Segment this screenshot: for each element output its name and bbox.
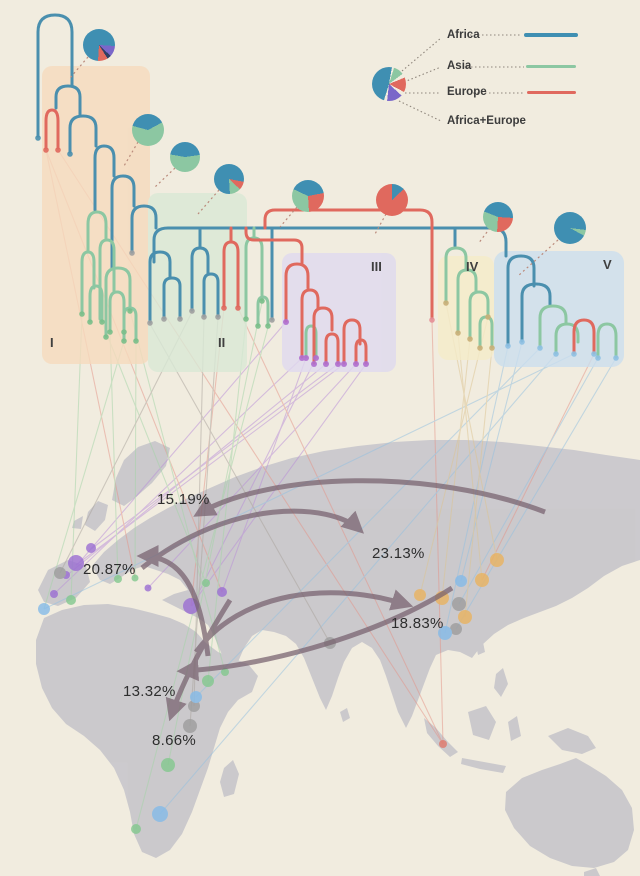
arrow-23-13 — [140, 508, 365, 570]
landmass-sumatra — [424, 718, 458, 757]
migration-pct-23-13: 23.13% — [372, 545, 425, 562]
landmass-srilanka — [340, 708, 350, 722]
lines-clade4-group — [419, 302, 498, 618]
clade-label-2: II — [218, 335, 226, 350]
clade-label-4: IV — [466, 259, 479, 274]
map-sample-dots — [38, 543, 504, 834]
legend-item-asia: Asia — [447, 60, 472, 72]
legend-color-line-asia — [526, 65, 576, 68]
clade-label-1: I — [50, 335, 54, 350]
migration-arrows — [136, 478, 546, 722]
clade-box-5 — [494, 251, 624, 367]
legend-item-africa: Africa — [447, 29, 480, 41]
landmass-korea — [461, 584, 476, 604]
world-map — [36, 440, 640, 876]
landmass-taiwan — [476, 642, 485, 655]
landmass-ireland — [72, 516, 83, 529]
migration-pct-13-32: 13.32% — [123, 683, 176, 700]
landmass-sulawesi — [508, 716, 521, 741]
tree-branches-africa — [36, 13, 552, 347]
landmass-borneo — [468, 706, 496, 740]
tree-branches-europe — [44, 108, 596, 365]
landmass-newguinea — [548, 728, 596, 754]
migration-pct-18-83: 18.83% — [391, 615, 444, 632]
landmass-australia — [505, 758, 634, 868]
clade-box-1 — [42, 66, 150, 364]
clade-box-2 — [148, 193, 247, 372]
arrow-15-19 — [193, 478, 546, 517]
phylo-tree-branches — [36, 13, 618, 365]
arrow-13-32 — [176, 585, 454, 682]
landmass-eurasia — [92, 440, 640, 728]
clade-boxes — [42, 66, 624, 372]
legend-color-line-africa — [524, 33, 578, 37]
landmass-tasmania — [584, 868, 600, 876]
arrow-8-66 — [165, 598, 233, 722]
arrow-20-87 — [136, 545, 211, 657]
pie-leader-lines — [69, 56, 559, 277]
migration-pct-8-66: 8.66% — [152, 732, 197, 749]
legend-item-europe: Europe — [447, 86, 487, 98]
migration-pct-20-87: 20.87% — [83, 561, 136, 578]
legend-item-africa-europe: Africa+Europe — [447, 115, 526, 127]
landmass-java — [461, 758, 506, 773]
clade-label-5: V — [603, 257, 612, 272]
legend-leader-lines — [398, 34, 525, 122]
clade-box-3 — [282, 253, 396, 372]
landmass-japan — [523, 552, 556, 604]
landmass-madagascar — [220, 760, 239, 797]
legend-color-line-europe — [527, 91, 576, 94]
tree-branches-asia — [80, 210, 618, 359]
arrow-18-83 — [193, 589, 414, 654]
lines-east-asia-group — [43, 341, 617, 815]
landmass-britain — [85, 501, 108, 531]
landmass-philippines — [494, 668, 508, 697]
migration-pct-15-19: 15.19% — [157, 491, 210, 508]
clade-label-3: III — [371, 259, 382, 274]
tree-leaf-dots — [35, 135, 619, 367]
